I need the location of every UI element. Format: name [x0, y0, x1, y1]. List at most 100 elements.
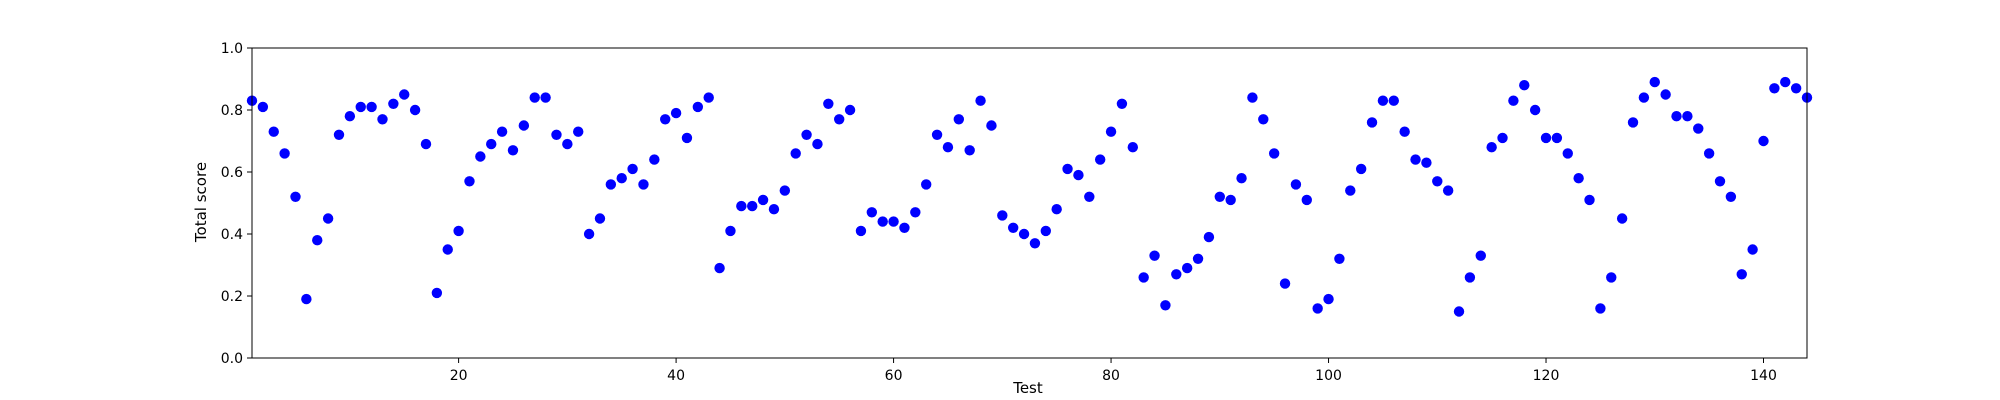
data-point — [681, 132, 693, 144]
data-point — [1355, 163, 1367, 175]
data-point — [736, 200, 747, 212]
x-tick-label: 80 — [1102, 368, 1120, 384]
data-point — [768, 204, 780, 215]
data-point — [1366, 117, 1378, 128]
data-point — [1638, 92, 1650, 103]
data-point — [1562, 148, 1573, 159]
data-point — [1181, 262, 1193, 274]
data-point — [1540, 132, 1552, 144]
data-point — [997, 210, 1008, 221]
data-point — [877, 216, 888, 227]
data-point — [399, 89, 410, 100]
data-point — [1421, 157, 1432, 168]
data-point — [1084, 191, 1095, 202]
data-point — [1345, 185, 1356, 196]
y-tick-label: 0.4 — [221, 227, 243, 243]
data-point — [899, 222, 910, 233]
data-point — [1442, 185, 1454, 196]
data-point — [703, 92, 714, 103]
data-point — [714, 262, 725, 274]
data-point — [801, 129, 812, 140]
data-point — [279, 148, 290, 159]
data-point — [975, 95, 986, 106]
data-point — [866, 207, 878, 218]
data-point — [757, 194, 769, 206]
data-point — [1073, 169, 1084, 181]
data-point — [942, 142, 954, 153]
data-point — [1790, 83, 1802, 94]
x-tick-label: 120 — [1533, 368, 1560, 384]
data-point — [1105, 126, 1117, 137]
data-point — [1714, 176, 1726, 187]
data-point — [1627, 117, 1639, 128]
data-point — [964, 145, 975, 156]
data-point — [616, 173, 627, 184]
y-tick-label: 0.0 — [221, 351, 243, 367]
data-point — [1225, 194, 1236, 206]
data-point — [1301, 194, 1312, 206]
x-tick-label: 40 — [667, 368, 685, 384]
data-point — [627, 163, 638, 175]
data-point — [377, 114, 388, 125]
points-layer — [246, 76, 1813, 317]
data-point — [1551, 132, 1563, 144]
data-point — [1236, 173, 1247, 184]
data-point — [1138, 272, 1149, 283]
data-point — [333, 129, 345, 140]
data-point — [823, 98, 834, 110]
data-point — [344, 111, 356, 122]
plot-frame — [251, 47, 1808, 359]
data-point — [986, 120, 997, 131]
data-point — [1432, 176, 1443, 187]
data-point — [475, 151, 486, 162]
data-point — [953, 114, 965, 125]
data-point — [1671, 111, 1682, 122]
data-point — [453, 225, 464, 237]
data-point — [388, 98, 399, 110]
data-point — [660, 114, 671, 125]
data-point — [464, 176, 475, 187]
data-point — [790, 148, 801, 159]
data-point — [268, 126, 279, 137]
data-point — [420, 138, 432, 150]
data-point — [1595, 303, 1606, 314]
data-point — [1377, 95, 1389, 106]
data-point — [409, 104, 421, 116]
data-point — [1007, 222, 1019, 233]
y-axis-label: Total score — [192, 162, 210, 243]
data-point — [507, 145, 519, 156]
data-point — [855, 225, 867, 237]
data-point — [1268, 148, 1280, 159]
x-tick-label: 20 — [450, 368, 468, 384]
data-point — [1486, 142, 1497, 153]
data-point — [431, 287, 443, 299]
data-point — [1323, 293, 1334, 305]
data-point — [1127, 142, 1139, 153]
data-point — [1290, 179, 1302, 190]
data-point — [920, 179, 932, 190]
data-point — [1573, 173, 1584, 184]
data-point — [1388, 95, 1399, 106]
data-point — [1758, 135, 1769, 147]
data-point — [779, 185, 791, 196]
data-point — [1094, 154, 1106, 165]
data-point — [1062, 163, 1073, 175]
data-point — [1747, 244, 1758, 255]
data-point — [322, 213, 334, 224]
data-point — [301, 293, 312, 305]
data-point — [290, 191, 301, 202]
data-point — [1334, 253, 1345, 264]
data-point — [551, 129, 562, 140]
data-point — [1171, 269, 1182, 280]
x-axis-label: Test — [1012, 379, 1043, 397]
x-tick-label: 140 — [1750, 368, 1777, 384]
data-point — [257, 101, 269, 113]
data-point — [1247, 92, 1258, 103]
data-point — [1312, 303, 1323, 314]
data-point — [747, 200, 758, 212]
data-point — [1616, 213, 1628, 224]
data-point — [1018, 228, 1030, 240]
data-point — [812, 138, 823, 150]
data-point — [442, 244, 453, 255]
